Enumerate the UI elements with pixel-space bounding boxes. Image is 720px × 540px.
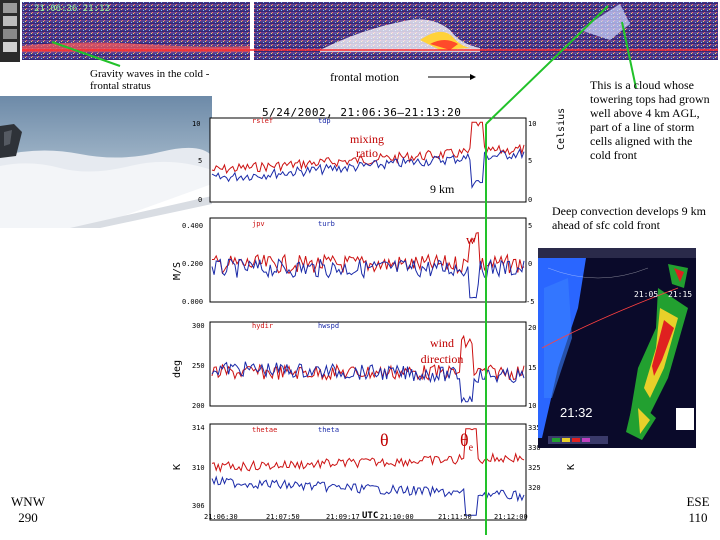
- legend-red-1: rslef: [252, 117, 274, 125]
- lidar-timestamp-text: 21:06:36 21:12: [34, 4, 110, 14]
- icon-chip-4: [3, 42, 17, 52]
- legend-blue-2: turb: [318, 220, 335, 228]
- gravity-waves-note: Gravity waves in the cold -frontal strat…: [90, 68, 210, 92]
- theta-e-symbol: θ: [460, 430, 469, 450]
- theta-e-label: θe: [460, 430, 473, 454]
- series-line-panel2-red: [212, 231, 525, 275]
- series-line-panel2-blue: [211, 258, 525, 299]
- tick-l-4c: 306: [192, 502, 205, 510]
- series-line-panel1-blue: [211, 148, 525, 189]
- tick-r-3b: 15: [528, 364, 537, 372]
- tick-r-1a: 10: [528, 120, 537, 128]
- lidar-icon-column: [0, 0, 20, 62]
- tick-l-1a: 10: [192, 120, 201, 128]
- legend-blue-1: tdp: [318, 117, 331, 125]
- radar-image: [538, 248, 696, 448]
- legend-red-3: hydir: [252, 322, 274, 330]
- xtick-5: 21:12:00: [494, 513, 528, 521]
- x-center-label: UTC: [362, 511, 379, 521]
- tick-l-1c: 0: [198, 196, 203, 204]
- deep-convection-note: Deep convection develops 9 km ahead of s…: [552, 204, 706, 232]
- tick-r-4b: 330: [528, 444, 541, 452]
- tick-r-3a: 20: [528, 324, 537, 332]
- tick-r-2a: 5: [528, 222, 533, 230]
- legend-blue-3: hwspd: [318, 322, 340, 330]
- mixing-ratio-label: mixing ratio: [349, 132, 384, 160]
- series-line-panel4-blue: [211, 475, 525, 516]
- radar-time-main: 21:32: [560, 405, 593, 420]
- tick-l-3b: 250: [192, 362, 205, 370]
- ese-text: ESE: [686, 494, 710, 509]
- series-line-panel3-blue: [211, 361, 525, 404]
- icon-chip-2: [3, 16, 17, 26]
- wnw-degrees: 290: [18, 510, 38, 525]
- tick-l-2c: 0.000: [182, 298, 204, 306]
- tick-l-4b: 310: [192, 464, 205, 472]
- icon-chip-1: [3, 3, 17, 13]
- wnw-label: WNW 290: [6, 494, 50, 526]
- cloud-tops-note: This is a cloud whose towering tops had …: [590, 78, 710, 162]
- tick-l-3a: 300: [192, 322, 205, 330]
- xtick-3: 21:10:00: [380, 513, 414, 521]
- theta-e-subscript: e: [468, 442, 474, 454]
- xtick-1: 21:07:50: [266, 513, 300, 521]
- wind-direction-label: wind direction: [420, 336, 464, 366]
- xtick-2: 21:09:17: [326, 513, 360, 521]
- tick-r-2b: 0: [528, 260, 533, 268]
- tick-r-2c: -5: [526, 298, 535, 306]
- aircraft-cloud-photo: [0, 96, 212, 228]
- wnw-text: WNW: [11, 494, 45, 509]
- xtick-0: 21:06:30: [204, 513, 238, 521]
- lidar-strip: [22, 2, 718, 60]
- chart-title: 5/24/2002, 21:06:36–21:13:20: [262, 106, 462, 119]
- legend-red-2: jpv: [252, 220, 265, 228]
- icon-chip-3: [3, 29, 17, 39]
- tick-l-1b: 5: [198, 157, 203, 165]
- tick-r-4c: 325: [528, 464, 541, 472]
- tick-r-1c: 0: [528, 196, 533, 204]
- radar-time-2: 21:15: [668, 290, 693, 299]
- series-line-panel4-red: [211, 428, 525, 473]
- ese-degrees: 110: [688, 510, 708, 525]
- tick-l-3c: 200: [192, 402, 205, 410]
- radar-time-1: 21:05: [634, 290, 659, 299]
- legend-blue-4: theta: [318, 426, 340, 434]
- nine-km-label: 9 km: [430, 182, 455, 196]
- tick-l-2a: 0.400: [182, 222, 204, 230]
- frontal-motion-note: frontal motion: [330, 70, 399, 84]
- xtick-4: 21:11:50: [438, 513, 472, 521]
- theta-label: θ: [380, 430, 389, 450]
- tick-r-3c: 10: [528, 402, 537, 410]
- tick-r-4a: 335: [528, 424, 541, 432]
- tick-r-1b: 5: [528, 157, 533, 165]
- tick-l-2b: 0.200: [182, 260, 204, 268]
- tick-r-4d: 320: [528, 484, 541, 492]
- series-line-panel3-red: [211, 334, 525, 381]
- legend-red-4: thetae: [252, 426, 278, 434]
- tick-l-4a: 314: [192, 424, 205, 432]
- ese-label: ESE 110: [676, 494, 720, 526]
- time-series-chart: [209, 117, 527, 521]
- w-label: w: [466, 232, 476, 247]
